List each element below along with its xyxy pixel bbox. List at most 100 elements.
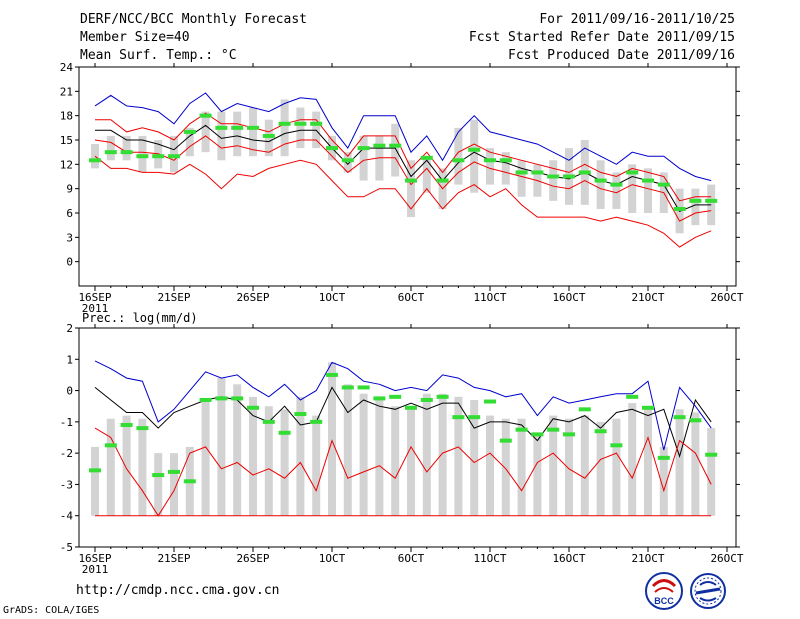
range-bar [533, 434, 542, 516]
observed-marker [215, 125, 228, 130]
observed-marker [626, 170, 639, 175]
observed-marker [405, 405, 417, 410]
observed-marker [357, 385, 370, 390]
range-bar [106, 135, 115, 161]
observed-marker [531, 170, 544, 175]
forecast-started-date: Fcst Started Refer Date 2011/09/15 [468, 30, 735, 45]
range-bar [470, 399, 479, 516]
observed-marker [468, 147, 481, 152]
observed-marker [673, 206, 686, 211]
observed-marker [278, 121, 291, 126]
range-bar [707, 428, 716, 516]
observed-marker [152, 154, 165, 159]
observed-marker [578, 170, 591, 175]
observed-marker [199, 397, 212, 402]
observed-marker [310, 419, 323, 424]
member-size: Member Size=40 [80, 30, 190, 45]
observed-marker [436, 394, 449, 399]
observed-marker [262, 133, 275, 138]
y-tick-label: -2 [60, 447, 73, 460]
x-tick-label: 16SEP [78, 552, 111, 565]
observed-marker [689, 198, 702, 203]
range-bar [343, 384, 352, 516]
grads-credit: GrADS: COLA/IGES [3, 605, 100, 616]
x-tick-label: 21OCT [631, 552, 664, 565]
y-tick-label: 6 [66, 207, 73, 220]
observed-marker [610, 182, 623, 187]
y-tick-label: -1 [60, 416, 73, 429]
y-tick-label: 3 [66, 231, 73, 244]
range-bar [501, 418, 510, 516]
y-tick-label: -5 [60, 541, 73, 554]
y-tick-label: 2 [66, 322, 73, 335]
observed-marker [389, 143, 402, 148]
observed-marker [136, 426, 149, 431]
x-tick-label: 1OCT [319, 552, 346, 565]
y-tick-label: 0 [66, 256, 73, 269]
source-url[interactable]: http://cmdp.ncc.cma.gov.cn [76, 583, 280, 598]
range-bar [644, 409, 652, 516]
range-bar [517, 160, 526, 197]
observed-marker [231, 396, 244, 401]
range-bar [170, 135, 178, 173]
range-bar [233, 111, 242, 157]
range-bar [249, 396, 257, 516]
plot-frame [78, 66, 737, 287]
y-tick-label: 24 [60, 61, 74, 74]
x-tick-label: 21OCT [631, 291, 664, 304]
range-bar [249, 107, 257, 157]
observed-marker [215, 396, 228, 401]
range-bar [501, 152, 510, 185]
observed-marker [357, 146, 370, 151]
observed-marker [310, 121, 323, 126]
observed-marker [452, 158, 465, 163]
observed-marker [294, 412, 307, 417]
observed-marker [468, 415, 481, 420]
range-bar [122, 135, 131, 161]
range-bar [312, 415, 321, 516]
observed-marker [689, 418, 702, 423]
y-tick-label: 0 [66, 385, 73, 398]
x-tick-label: 1OCT [319, 291, 346, 304]
variable-label: Mean Surf. Temp.: °C [80, 48, 237, 63]
observed-marker [436, 178, 449, 183]
observed-marker [326, 372, 338, 377]
range-bar [343, 152, 352, 173]
x-tick-label: 26SEP [236, 291, 269, 304]
range-bar [170, 453, 178, 516]
range-bar [201, 111, 210, 153]
range-bar [407, 160, 415, 218]
observed-marker [563, 174, 575, 179]
observed-marker [657, 455, 670, 460]
observed-marker [183, 479, 196, 484]
y-tick-label: 21 [60, 85, 73, 98]
observed-marker [120, 422, 133, 427]
y-tick-label: 9 [66, 183, 73, 196]
range-bar [549, 415, 558, 516]
observed-marker [547, 427, 560, 432]
range-bar [296, 396, 305, 516]
series-line-upper [94, 360, 712, 451]
observed-marker [405, 178, 417, 183]
range-bar [612, 418, 621, 516]
range-bar [470, 119, 479, 193]
x-tick-label: 16OCT [552, 291, 585, 304]
observed-marker [247, 405, 259, 410]
x-tick-label: 16SEP [78, 291, 111, 304]
x-tick-label: 6OCT [398, 291, 425, 304]
observed-marker [247, 125, 259, 130]
forecast-period: For 2011/09/16-2011/10/25 [539, 12, 735, 27]
observed-marker [294, 121, 307, 126]
y-tick-label: 18 [60, 110, 73, 123]
range-bar [217, 111, 226, 161]
range-bar [628, 164, 637, 213]
series-line-lower [94, 155, 712, 248]
range-bar [612, 172, 621, 209]
observed-marker [547, 174, 560, 179]
range-bar [296, 107, 305, 149]
observed-marker [420, 397, 433, 402]
series-line-upper-mid [95, 112, 712, 202]
range-bar [438, 393, 447, 516]
chart-title: DERF/NCC/BCC Monthly Forecast [80, 12, 307, 27]
observed-marker [626, 394, 639, 399]
